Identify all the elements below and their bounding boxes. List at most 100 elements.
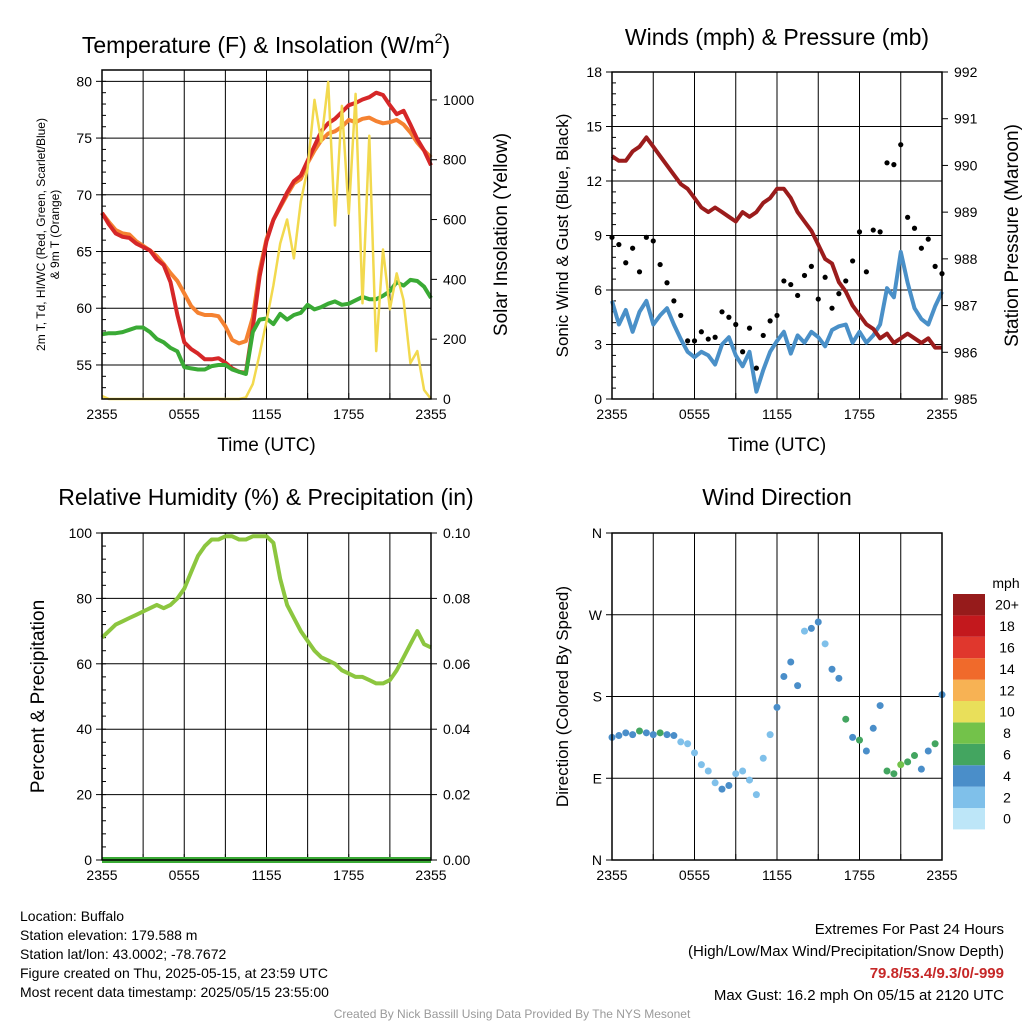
- y-axis-label-line1: 2m T, Td, HI/WC (Red, Green, Scarlet/Blu…: [34, 118, 48, 351]
- gust-point: [767, 318, 773, 324]
- colorbar-label: 18: [999, 618, 1015, 634]
- direction-point: [746, 776, 753, 784]
- direction-point: [649, 731, 657, 739]
- gust-point: [740, 349, 746, 355]
- y-tick-label: 60: [76, 300, 92, 316]
- y-axis-label: Percent & Precipitation: [28, 600, 49, 793]
- x-tick-label: 1755: [844, 867, 875, 883]
- direction-point: [766, 731, 774, 739]
- chart-title: Winds (mph) & Pressure (mb): [625, 24, 929, 50]
- y2-tick-label: 0.08: [443, 590, 470, 606]
- direction-point: [814, 618, 822, 626]
- gust-point: [788, 281, 794, 288]
- gust-point: [822, 274, 828, 280]
- y-axis-label: Direction (Colored By Speed): [553, 586, 572, 807]
- direction-point: [718, 785, 726, 793]
- colorbar-label: 8: [1003, 725, 1011, 741]
- y-tick-label: 70: [76, 187, 92, 203]
- recent-text: Most recent data timestamp: 2025/05/15 2…: [20, 984, 329, 1000]
- x-tick-label: 1155: [251, 867, 281, 883]
- gust-point: [685, 338, 691, 344]
- y2-tick-label: 990: [954, 157, 978, 173]
- colorbar-swatch: [953, 765, 985, 787]
- y-tick-label: 40: [76, 721, 92, 737]
- y-tick-label: 100: [69, 525, 93, 541]
- extremes-values: 79.8/53.4/9.3/0/-999: [869, 965, 1004, 982]
- gust-point: [657, 261, 663, 268]
- gust-point: [918, 245, 924, 251]
- series-line: [100, 534, 432, 686]
- gust-point: [726, 314, 732, 320]
- gust-point: [678, 312, 684, 319]
- direction-point: [697, 761, 705, 769]
- gust-point: [719, 309, 725, 315]
- direction-point: [622, 729, 630, 737]
- y2-tick-label: 0.10: [443, 525, 470, 541]
- y2-axis-label: Solar Insolation (Yellow): [491, 133, 512, 336]
- x-tick-label: 2355: [596, 406, 627, 422]
- series-line: [100, 90, 433, 375]
- x-tick-label: 0555: [169, 406, 200, 422]
- gust-point: [925, 236, 931, 242]
- direction-point: [691, 749, 698, 757]
- y-tick-label: 18: [586, 64, 602, 80]
- direction-point: [773, 703, 781, 711]
- x-tick-label: 1155: [251, 406, 281, 422]
- gust-point: [815, 296, 821, 302]
- colorbar-label: 10: [999, 704, 1015, 720]
- x-tick-label: 0555: [679, 406, 710, 422]
- colorbar-label: 20+: [995, 597, 1019, 613]
- colorbar-label: 0: [1003, 811, 1011, 827]
- y-tick-label: 9: [594, 228, 602, 244]
- direction-point: [821, 640, 829, 648]
- gust-point: [712, 334, 718, 340]
- gust-point: [671, 298, 677, 304]
- x-tick-label: 2355: [86, 867, 117, 883]
- y-tick-label: W: [589, 607, 603, 623]
- x-tick-label: 2355: [415, 867, 446, 883]
- x-tick-label: 1155: [762, 867, 792, 883]
- gust-point: [698, 329, 704, 335]
- gust-point: [863, 269, 869, 275]
- direction-point: [752, 791, 760, 799]
- direction-point: [862, 747, 870, 755]
- x-tick-label: 0555: [679, 867, 710, 883]
- x-axis-label: Time (UTC): [728, 435, 827, 456]
- colorbar-title: mph: [992, 575, 1019, 591]
- y-tick-label: 60: [76, 656, 92, 672]
- x-tick-label: 0555: [169, 867, 200, 883]
- colorbar-swatch: [953, 808, 985, 830]
- gust-point: [795, 292, 801, 299]
- colorbar-label: 16: [999, 640, 1015, 656]
- colorbar-label: 12: [999, 682, 1015, 698]
- gust-point: [850, 258, 856, 264]
- x-tick-label: 1755: [333, 867, 364, 883]
- y2-tick-label: 0: [443, 391, 451, 407]
- direction-point: [684, 740, 692, 748]
- direction-point: [636, 727, 643, 735]
- direction-point: [615, 732, 623, 740]
- chart-title: Temperature (F) & Insolation (W/m2): [82, 30, 450, 58]
- direction-point: [924, 747, 932, 755]
- gust-point: [836, 291, 842, 297]
- y2-tick-label: 986: [954, 344, 978, 360]
- gust-point: [664, 280, 670, 286]
- y2-tick-label: 985: [954, 391, 978, 407]
- series-line: [610, 135, 942, 350]
- y2-tick-label: 991: [954, 111, 978, 127]
- location-text: Location: Buffalo: [20, 908, 125, 924]
- y-tick-label: N: [592, 525, 602, 541]
- direction-point: [904, 758, 912, 766]
- x-tick-label: 2355: [926, 867, 957, 883]
- direction-point: [642, 729, 650, 737]
- y2-tick-label: 0.04: [443, 721, 470, 737]
- direction-point: [828, 665, 836, 673]
- direction-point: [835, 674, 843, 682]
- direction-point: [629, 731, 637, 739]
- colorbar-swatch: [953, 679, 985, 701]
- station-info: Location: Buffalo Station elevation: 179…: [20, 907, 329, 1002]
- direction-point: [807, 624, 815, 632]
- y2-tick-label: 987: [954, 298, 978, 314]
- colorbar-swatch: [953, 701, 985, 723]
- direction-point: [890, 770, 898, 778]
